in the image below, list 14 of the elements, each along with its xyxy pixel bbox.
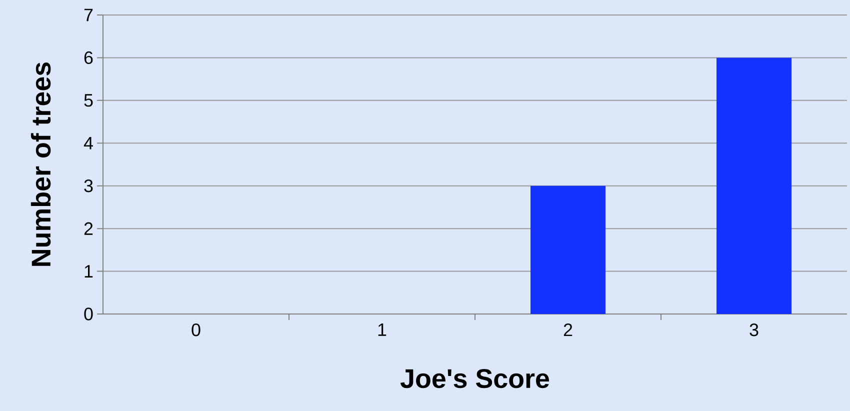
y-tick-label: 6 [84,51,93,64]
x-axis-title: Joe's Score [400,369,550,388]
y-tick-label: 0 [84,308,93,320]
y-tick-label: 5 [84,94,93,107]
y-tick-label: 7 [84,8,93,22]
x-tick-label: 2 [564,324,572,336]
y-tick-label: 2 [84,222,93,235]
y-tick-label: 1 [84,265,93,278]
x-tick-label: 1 [378,324,386,336]
x-tick-label: 3 [750,324,758,336]
y-axis-title: Number of trees [30,62,51,266]
y-tick-label: 4 [84,136,93,150]
y-tick-label: 3 [84,180,93,192]
x-tick-label: 0 [192,324,200,336]
